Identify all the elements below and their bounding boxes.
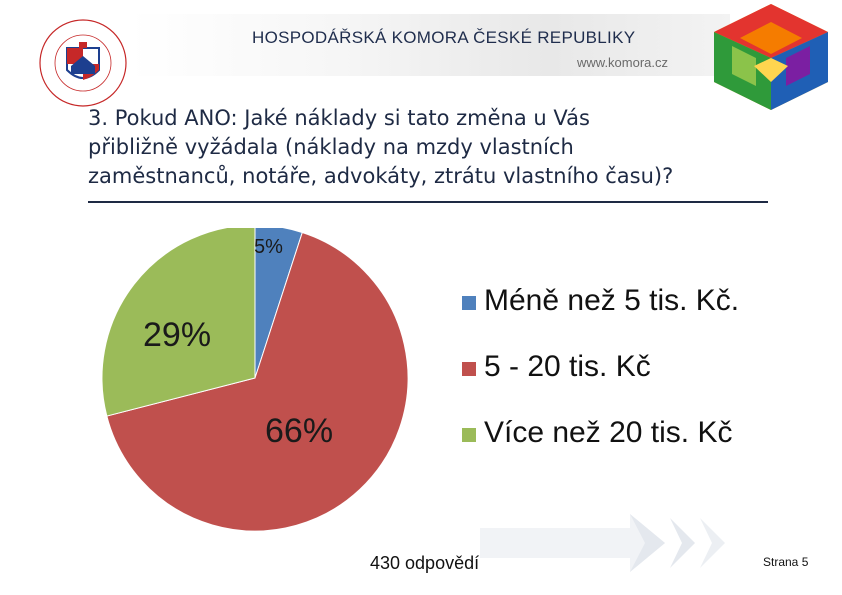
page-number: Strana 5 [763, 555, 809, 569]
legend-label-lt5: Méně než 5 tis. Kč. [484, 284, 740, 317]
legend-swatch-gt20 [462, 428, 476, 442]
question-line-2: přibližně vyžádala (náklady na mzdy vlas… [88, 135, 574, 159]
header-band [130, 14, 730, 76]
chamber-logo [39, 19, 127, 107]
legend-swatch-5-20 [462, 362, 476, 376]
legend-label-5-20: 5 - 20 tis. Kč [484, 350, 651, 383]
pie-slice-5-20 [106, 231, 409, 532]
data-label-5-20: 66% [265, 412, 334, 450]
data-label-lt5: 5% [254, 236, 283, 258]
title-underline [88, 201, 768, 203]
responses-count: 430 odpovědí [370, 553, 480, 573]
org-url[interactable]: www.komora.cz [577, 55, 669, 70]
question-title: 3. Pokud ANO: Jaké náklady si tato změna… [88, 104, 748, 191]
org-name: HOSPODÁŘSKÁ KOMORA ČESKÉ REPUBLIKY [252, 28, 636, 47]
pie-chart [101, 228, 409, 532]
data-label-gt20: 29% [143, 316, 212, 354]
question-line-1: 3. Pokud ANO: Jaké náklady si tato změna… [88, 106, 590, 130]
legend-label-gt20: Více než 20 tis. Kč [484, 416, 733, 449]
question-line-3: zaměstnanců, notáře, advokáty, ztrátu vl… [88, 164, 674, 188]
decorative-arrows [480, 514, 725, 572]
legend-swatch-lt5 [462, 296, 476, 310]
cube-logo [714, 4, 828, 110]
pie-slice-gt20 [101, 228, 256, 417]
